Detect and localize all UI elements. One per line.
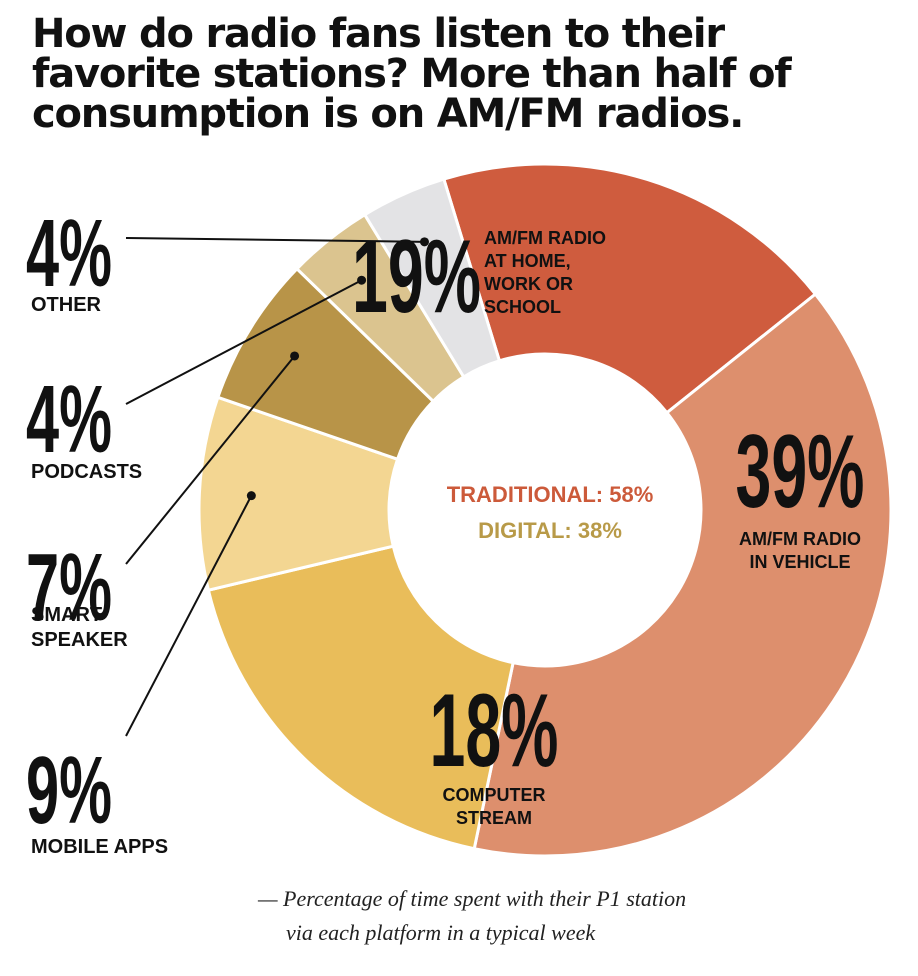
slice-label-6-0: OTHER	[31, 294, 102, 316]
leader-dot-5	[357, 275, 367, 285]
slice-pct-6: 4%	[26, 199, 112, 306]
slice-label-5-0: PODCASTS	[31, 461, 142, 483]
leader-line-4	[125, 355, 296, 565]
chart-title: How do radio fans listen to their favori…	[32, 14, 892, 134]
donut-slices	[197, 162, 893, 858]
slice-pct-1: 39%	[735, 414, 864, 529]
leader-lines	[125, 237, 429, 737]
leader-line-3	[125, 495, 253, 737]
slice-pct-4: 7%	[26, 533, 112, 640]
slice-label-4-0: SMART	[31, 604, 102, 626]
leader-dot-4	[290, 351, 300, 361]
footnote-line-2: via each platform in a typical week	[286, 920, 596, 945]
slice-label-2-1: STREAM	[456, 808, 532, 828]
leader-line-5	[125, 279, 363, 405]
center-digital-label: DIGITAL: 38%	[478, 518, 622, 543]
slice-label-3-0: MOBILE APPS	[31, 836, 168, 858]
slice-2	[206, 544, 515, 851]
slice-label-1-1: IN VEHICLE	[749, 552, 850, 572]
slice-label-2-0: COMPUTER	[443, 785, 546, 805]
slice-pct-3: 9%	[26, 736, 112, 843]
slice-label-0-3: SCHOOL	[484, 297, 561, 317]
slice-label-4-1: SPEAKER	[31, 629, 128, 651]
slice-label-1-0: AM/FM RADIO	[739, 529, 861, 549]
slice-pct-5: 4%	[26, 365, 112, 472]
footnote: — Percentage of time spent with their P1…	[258, 882, 858, 950]
leader-line-6	[125, 237, 425, 243]
slice-pct-2: 18%	[429, 673, 558, 788]
footnote-line-1: — Percentage of time spent with their P1…	[258, 886, 687, 911]
slice-6	[362, 177, 502, 379]
slice-label-0-1: AT HOME,	[484, 251, 571, 271]
title-line-1: How do radio fans listen to their	[32, 11, 725, 57]
center-traditional-label: TRADITIONAL: 58%	[447, 482, 654, 507]
slice-1	[472, 292, 893, 858]
leader-dot-6	[419, 237, 429, 247]
slice-label-0-2: WORK OR	[484, 274, 573, 294]
slice-0	[441, 162, 818, 415]
title-line-2: favorite stations? More than half of	[32, 51, 792, 97]
slice-label-0-0: AM/FM RADIO	[484, 228, 606, 248]
slice-pct-0: 19%	[352, 219, 481, 334]
title-line-3: consumption is on AM/FM radios.	[32, 91, 744, 137]
leader-dot-3	[246, 491, 256, 501]
